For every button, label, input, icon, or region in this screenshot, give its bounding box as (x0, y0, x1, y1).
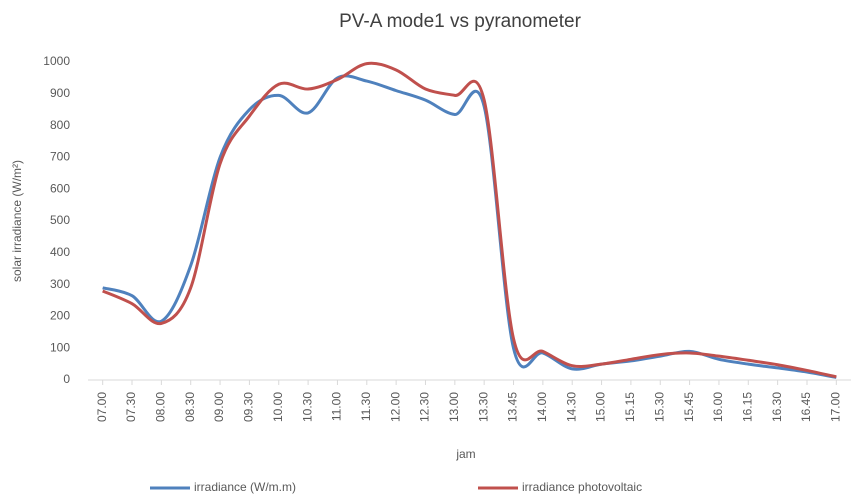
chart-title: PV-A mode1 vs pyranometer (339, 11, 582, 32)
y-tick-label: 400 (50, 245, 70, 259)
x-tick-label: 11.30 (359, 392, 373, 421)
x-tick-label: 10.00 (271, 392, 285, 422)
x-tick-label: 08.30 (183, 392, 197, 422)
x-tick-label: 16.30 (770, 392, 784, 422)
x-tick-label: 13.30 (476, 392, 490, 422)
x-axis-label: jam (455, 447, 475, 461)
x-tick-label: 16.00 (711, 392, 725, 422)
x-tick-label: 07.30 (124, 392, 138, 422)
x-tick-label: 12.00 (388, 392, 402, 422)
y-tick-label: 700 (50, 150, 70, 164)
y-tick-label: 800 (50, 118, 70, 132)
y-tick-label: 1000 (43, 54, 70, 68)
y-axis-label: solar irradiance (W/m²) (10, 160, 24, 282)
x-tick-label: 15.30 (652, 392, 666, 422)
y-tick-label: 300 (50, 277, 70, 291)
y-tick-label: 500 (50, 213, 70, 227)
x-tick-label: 17.00 (828, 392, 842, 422)
x-tick-label: 14.00 (535, 392, 549, 422)
x-tick-label: 13.00 (447, 392, 461, 422)
x-tick-label: 10.30 (300, 392, 314, 422)
x-tick-label: 07.00 (95, 392, 109, 422)
y-tick-label: 900 (50, 86, 70, 100)
x-tick-label: 08.00 (154, 392, 168, 422)
x-tick-label: 15.00 (594, 392, 608, 422)
legend-label: irradiance photovoltaic (522, 480, 642, 494)
x-tick-label: 16.45 (799, 392, 813, 422)
series-line (102, 61, 837, 379)
x-tick-label: 11.00 (330, 392, 344, 421)
y-tick-label: 200 (50, 309, 70, 323)
x-tick-label: 16.15 (740, 392, 754, 422)
x-tick-label: 12.30 (418, 392, 432, 422)
x-tick-label: 15.15 (623, 392, 637, 422)
legend-label: irradiance (W/m.m) (194, 480, 296, 494)
x-tick-label: 15.45 (682, 392, 696, 422)
y-tick-label: 0 (63, 372, 70, 386)
y-tick-label: 600 (50, 181, 70, 195)
y-tick-label: 100 (50, 340, 70, 354)
x-tick-label: 14.30 (564, 392, 578, 422)
x-tick-label: 13.45 (506, 392, 520, 422)
x-tick-label: 09.30 (242, 392, 256, 422)
x-tick-label: 09.00 (212, 392, 226, 422)
series-line (102, 74, 837, 379)
